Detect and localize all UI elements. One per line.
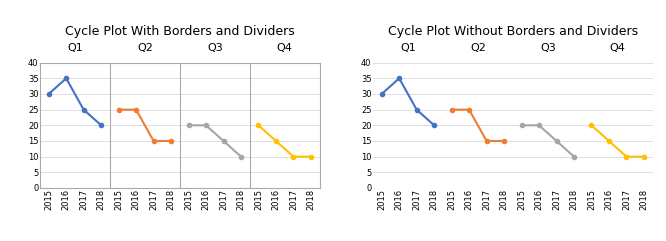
Title: Cycle Plot Without Borders and Dividers: Cycle Plot Without Borders and Dividers [388, 25, 638, 38]
Text: Q1: Q1 [400, 43, 416, 53]
Text: Q3: Q3 [207, 43, 222, 53]
Text: Q4: Q4 [610, 43, 625, 53]
Text: Q4: Q4 [277, 43, 292, 53]
Title: Cycle Plot With Borders and Dividers: Cycle Plot With Borders and Dividers [65, 25, 294, 38]
Text: Q3: Q3 [540, 43, 555, 53]
Text: Q1: Q1 [67, 43, 83, 53]
Text: Q2: Q2 [137, 43, 153, 53]
Text: Q2: Q2 [470, 43, 486, 53]
